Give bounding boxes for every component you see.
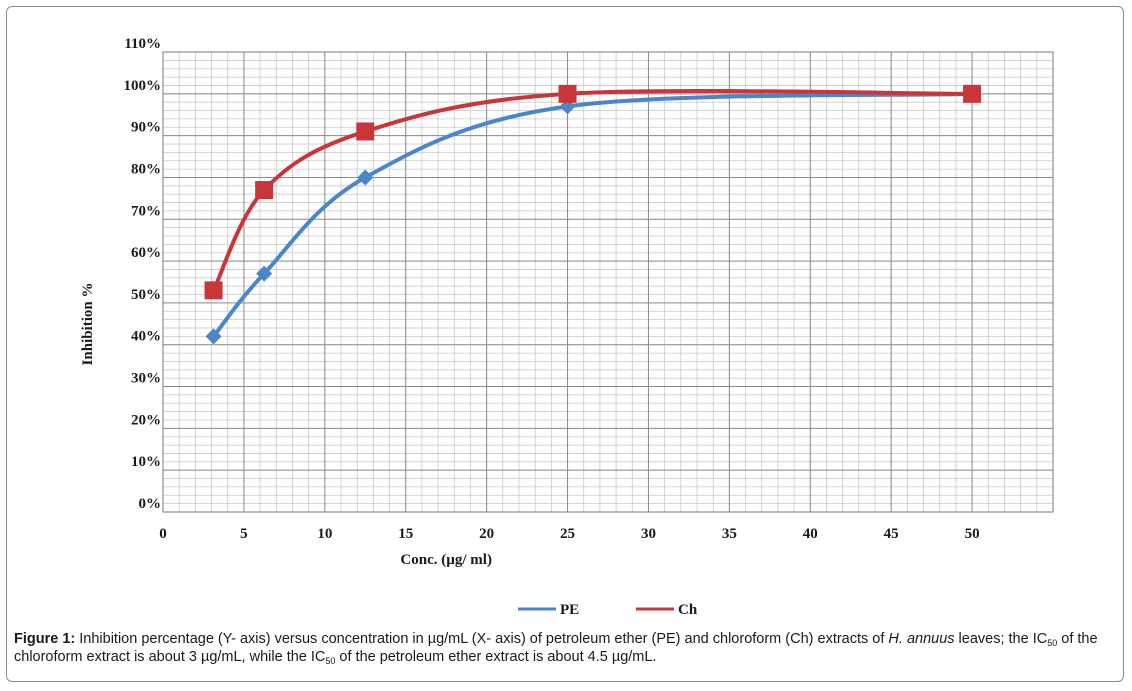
marker-ch	[963, 84, 982, 103]
caption-sub-1: 50	[1047, 638, 1058, 648]
x-tick-label: 0	[159, 526, 167, 542]
caption-text-3: of the chloroform extract is about 3 µg/…	[14, 631, 1098, 665]
x-tick-label: 45	[884, 526, 899, 542]
x-axis-title: Conc. (µg/ ml)	[400, 552, 492, 568]
minor-grid	[162, 51, 1054, 513]
legend-label-pe: PE	[560, 602, 579, 618]
x-tick-label: 15	[398, 526, 413, 542]
y-tick-label: 90%	[131, 120, 161, 136]
major-grid	[162, 51, 1053, 513]
y-tick-label: 20%	[131, 412, 161, 428]
legend-label-ch: Ch	[678, 602, 698, 618]
marker-ch	[204, 281, 223, 300]
caption-species: H. annuus	[888, 631, 955, 647]
marker-ch	[255, 181, 274, 199]
x-tick-label: 25	[560, 526, 575, 542]
x-tick-label: 20	[479, 526, 494, 542]
caption-text-1: Inhibition percentage (Y- axis) versus c…	[75, 631, 889, 647]
x-tick-label: 50	[965, 526, 980, 542]
caption-label: Figure 1:	[14, 631, 76, 647]
x-tick-label: 35	[722, 526, 737, 542]
y-tick-label: 50%	[131, 287, 161, 303]
chart: 0% 10% 20% 30% 40% 50% 60% 70% 80% 90% 100% 110% 0 5…	[80, 36, 1054, 618]
series-line-pe	[211, 91, 975, 339]
y-tick-label: 70%	[131, 203, 161, 219]
series-line-ch	[211, 89, 975, 293]
marker-ch	[558, 84, 577, 103]
figure-caption: Figure 1: Inhibition percentage (Y- axis…	[14, 630, 1114, 666]
marker-pe	[357, 169, 374, 186]
y-tick-label: 110%	[124, 36, 161, 52]
plot-border	[162, 51, 1054, 513]
caption-sub-2: 50	[325, 656, 336, 666]
x-tick-label: 5	[240, 526, 248, 542]
marker-pe	[205, 328, 222, 345]
y-tick-label: 0%	[139, 496, 162, 512]
x-tick-label: 10	[317, 526, 332, 542]
y-tick-label: 80%	[131, 161, 161, 177]
y-tick-label: 60%	[131, 245, 161, 261]
x-tick-label: 40	[803, 526, 818, 542]
y-tick-label: 40%	[131, 329, 161, 345]
y-axis-title: Inhibition %	[80, 283, 96, 366]
marker-ch	[356, 122, 375, 141]
legend: PE Ch	[518, 602, 698, 618]
series-layer	[204, 84, 982, 345]
y-tick-label: 100%	[124, 78, 162, 94]
caption-text-4: of the petroleum ether extract is about …	[335, 649, 657, 665]
x-axis-ticks: 0 5 10 15 20 25 30 35 40 45 50	[159, 526, 979, 542]
y-tick-label: 30%	[131, 371, 161, 387]
caption-text-2: leaves; the IC	[954, 631, 1048, 647]
x-tick-label: 30	[641, 526, 656, 542]
y-tick-label: 10%	[131, 454, 161, 470]
y-axis-ticks: 0% 10% 20% 30% 40% 50% 60% 70% 80% 90% 100% 110%	[124, 36, 162, 512]
marker-pe	[256, 265, 273, 282]
